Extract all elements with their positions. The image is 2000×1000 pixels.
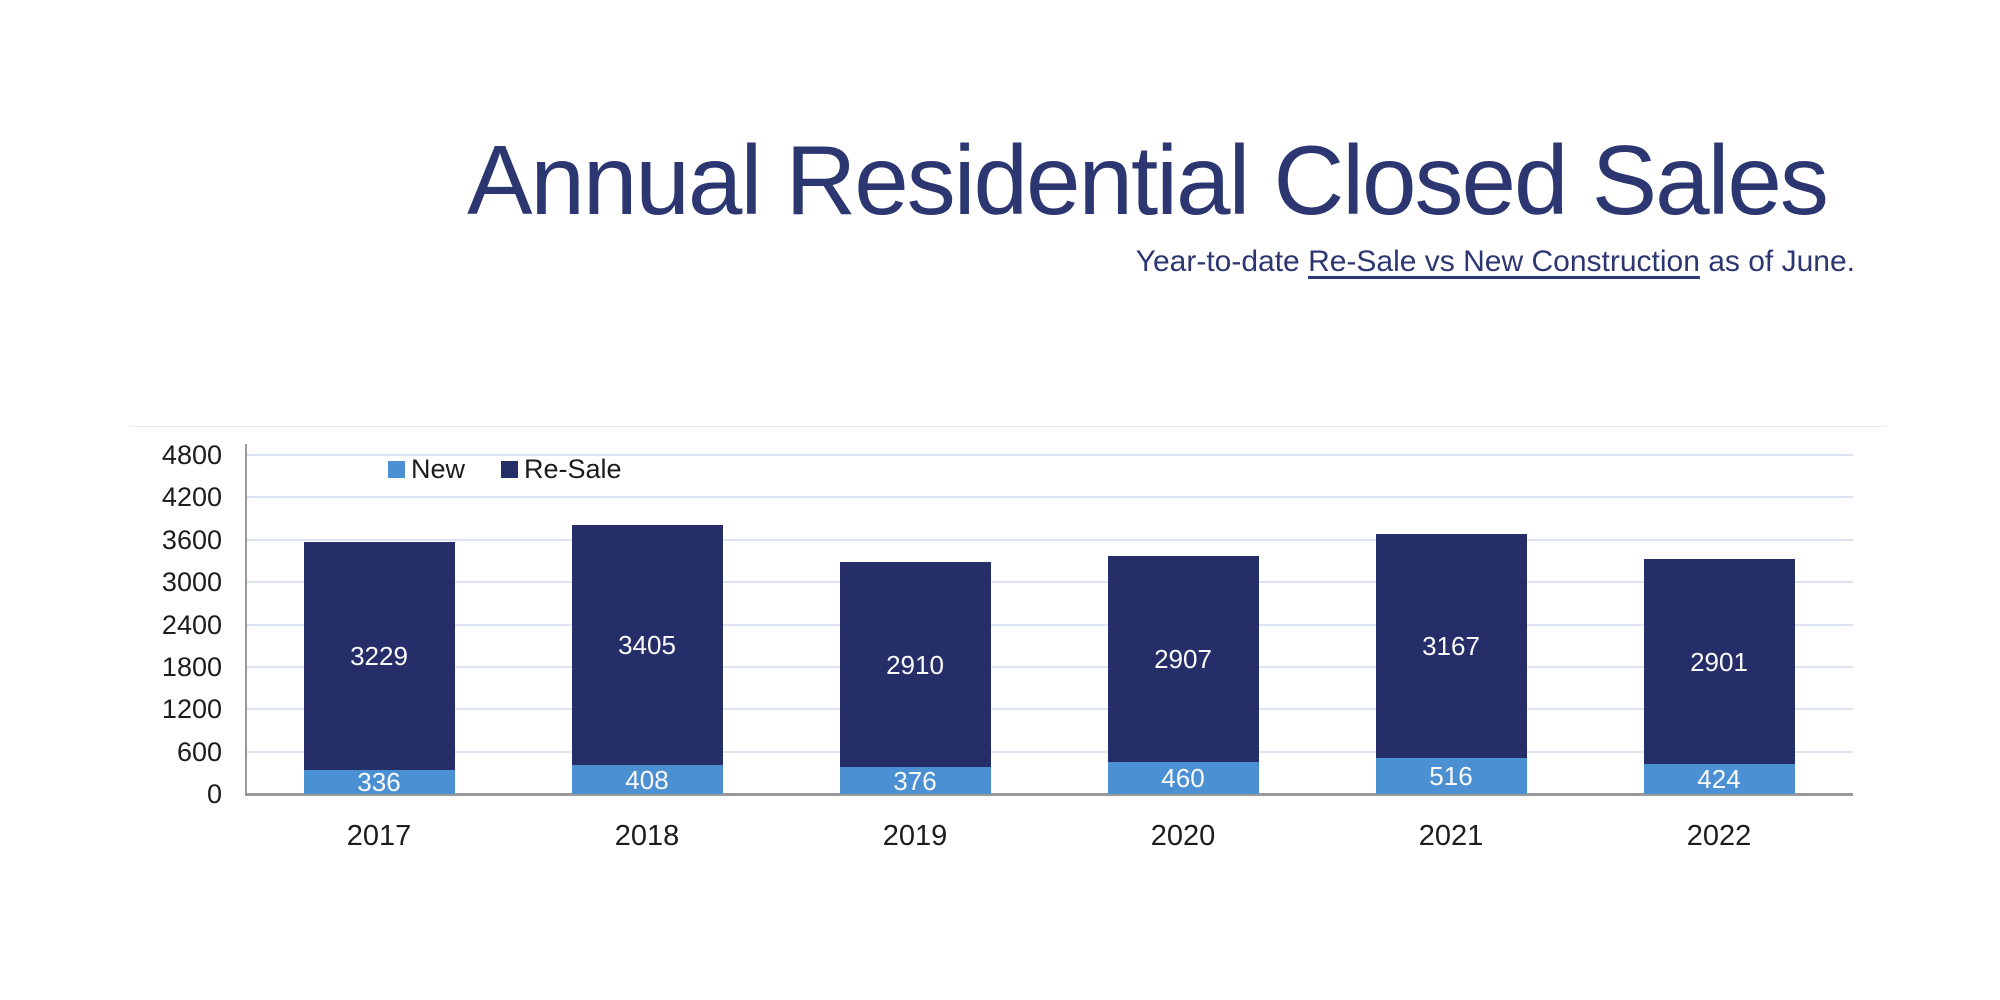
legend-entry-new: New: [388, 454, 465, 485]
bar-segment-new: 408: [571, 764, 723, 795]
x-axis-category-label: 2021: [1418, 820, 1484, 852]
bar-value-resale: 2907: [1154, 643, 1212, 674]
bar-segment-resale: 3167: [1375, 533, 1527, 758]
bar-value-resale: 3229: [350, 641, 408, 672]
bar-segment-new: 516: [1375, 757, 1527, 794]
legend-entry-re-sale: Re-Sale: [501, 454, 622, 485]
bar-value-resale: 3405: [618, 629, 676, 660]
y-axis-tick-label: 2400: [161, 609, 222, 640]
chart-title: Annual Residential Closed Sales: [467, 125, 1829, 235]
bar-segment-resale: 2901: [1643, 559, 1795, 765]
y-gridline: [245, 581, 1853, 584]
y-gridline: [245, 454, 1853, 456]
y-axis-tick-label: 4800: [161, 440, 222, 470]
y-gridline: [245, 538, 1853, 541]
y-gridline: [245, 623, 1853, 626]
legend-swatch-icon: [501, 461, 519, 478]
y-axis-tick-label: 3600: [161, 524, 222, 555]
y-axis-tick-label: 3000: [161, 567, 222, 598]
x-axis-category-label: 2017: [346, 820, 412, 852]
subtitle-suffix: as of June.: [1699, 245, 1855, 278]
x-axis-category-label: 2022: [1686, 820, 1752, 852]
bar-value-resale: 2910: [886, 649, 944, 680]
bar-segment-resale: 2910: [839, 561, 991, 768]
bar-value-new: 460: [1161, 762, 1205, 793]
y-axis-tick-label: 1200: [161, 694, 222, 725]
bar-segment-new: 424: [1643, 764, 1795, 795]
y-gridline: [245, 665, 1853, 668]
y-axis-tick-label: 4200: [161, 482, 222, 513]
y-gridline: [245, 496, 1853, 499]
bar-value-new: 516: [1429, 760, 1473, 791]
y-axis-tick-label: 1800: [161, 651, 222, 682]
bar-value-resale: 3167: [1422, 630, 1480, 661]
y-gridline: [245, 708, 1853, 711]
bar-value-new: 376: [893, 765, 937, 796]
y-axis-tick-label: 0: [206, 779, 222, 809]
x-axis-category-label: 2019: [882, 820, 948, 852]
bar-value-new: 424: [1697, 764, 1741, 795]
bar-segment-resale: 3405: [571, 524, 723, 766]
subtitle-underlined-phrase: Re-Sale vs New Construction: [1308, 245, 1700, 278]
subtitle-prefix: Year-to-date: [1135, 245, 1309, 278]
chart-subtitle: Year-to-date Re-Sale vs New Construction…: [1136, 245, 1855, 279]
bar-segment-resale: 3229: [303, 542, 455, 771]
bar-segment-new: 376: [839, 765, 991, 796]
bar-value-resale: 2901: [1690, 646, 1748, 677]
y-axis-tick-label: 600: [176, 736, 222, 767]
legend-swatch-icon: [388, 461, 405, 478]
legend-label: Re-Sale: [524, 454, 622, 484]
x-axis-line: [245, 793, 1853, 796]
bar-segment-resale: 2907: [1107, 556, 1259, 762]
bar-segment-new: 336: [303, 767, 455, 798]
bar-segment-new: 460: [1107, 761, 1259, 794]
bar-value-new: 408: [625, 764, 669, 795]
y-gridline: [245, 750, 1853, 753]
bar-value-new: 336: [357, 767, 401, 798]
x-axis-category-label: 2018: [614, 820, 680, 852]
legend-label: New: [411, 454, 466, 484]
stacked-bar-chart: 0 600 1200 1800 2400 3000 3600 4200 4800 New Re-Sa…: [130, 426, 1886, 906]
chart-legend: New Re-Sale: [388, 454, 622, 485]
x-axis-category-label: 2020: [1150, 820, 1216, 852]
y-axis-line: [245, 444, 247, 794]
